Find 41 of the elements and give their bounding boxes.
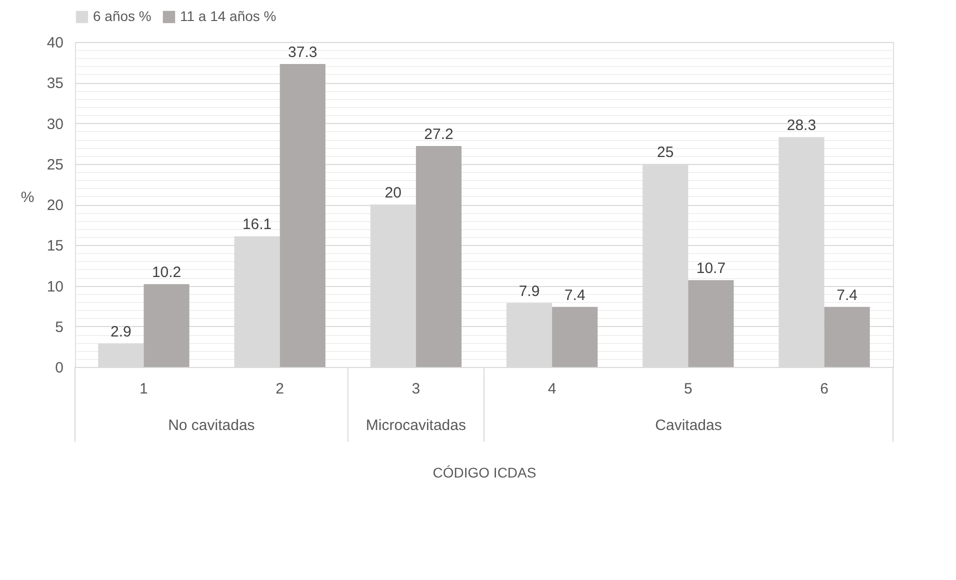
data-label: 27.2	[424, 126, 454, 143]
bar	[824, 306, 870, 367]
data-label: 16.1	[242, 216, 272, 234]
data-label: 7.4	[836, 286, 858, 304]
y-tick-label: 10	[46, 278, 64, 296]
y-tick-label: 0	[55, 360, 64, 376]
x-axis-title: CÓDIGO ICDAS	[432, 464, 536, 480]
x-tick-label: 1	[140, 380, 148, 398]
y-tick-label: 30	[46, 116, 64, 133]
data-label: 28.3	[786, 117, 816, 134]
x-tick-label: 2	[276, 380, 284, 398]
x-tick-label: 5	[684, 380, 692, 398]
bar	[688, 280, 734, 367]
text: Microcavitadas	[366, 417, 466, 434]
y-tick-label: 20	[46, 197, 64, 214]
y-tick-label: 40	[46, 34, 64, 52]
data-label: 25	[657, 144, 674, 161]
y-tick-label: 25	[46, 156, 64, 174]
data-label: 7.4	[564, 286, 586, 304]
data-label: 20	[384, 184, 402, 202]
text: Cavitadas	[655, 417, 722, 434]
x-tick-label: 6	[820, 380, 828, 398]
data-label: 10.2	[152, 264, 182, 282]
bar	[552, 306, 598, 367]
y-tick-label: 5	[55, 318, 64, 336]
x-tick-label: 4	[548, 380, 556, 398]
bar	[144, 284, 190, 367]
text: No cavitadas	[168, 417, 255, 434]
data-label: 2.9	[110, 323, 132, 340]
data-label: 37.3	[288, 44, 318, 61]
bar	[416, 146, 462, 367]
data-label: 7.9	[518, 282, 540, 300]
legend-label: 6 años %	[93, 8, 152, 24]
data-label: 10.7	[696, 260, 726, 278]
y-tick-label: 35	[46, 75, 64, 92]
y-tick-label: 15	[46, 238, 64, 255]
legend-label: 11 a 14 años %	[180, 8, 276, 24]
bar	[98, 343, 144, 367]
y-axis-title: %	[20, 189, 34, 206]
bar	[280, 64, 326, 367]
x-tick-label: 3	[412, 380, 420, 398]
